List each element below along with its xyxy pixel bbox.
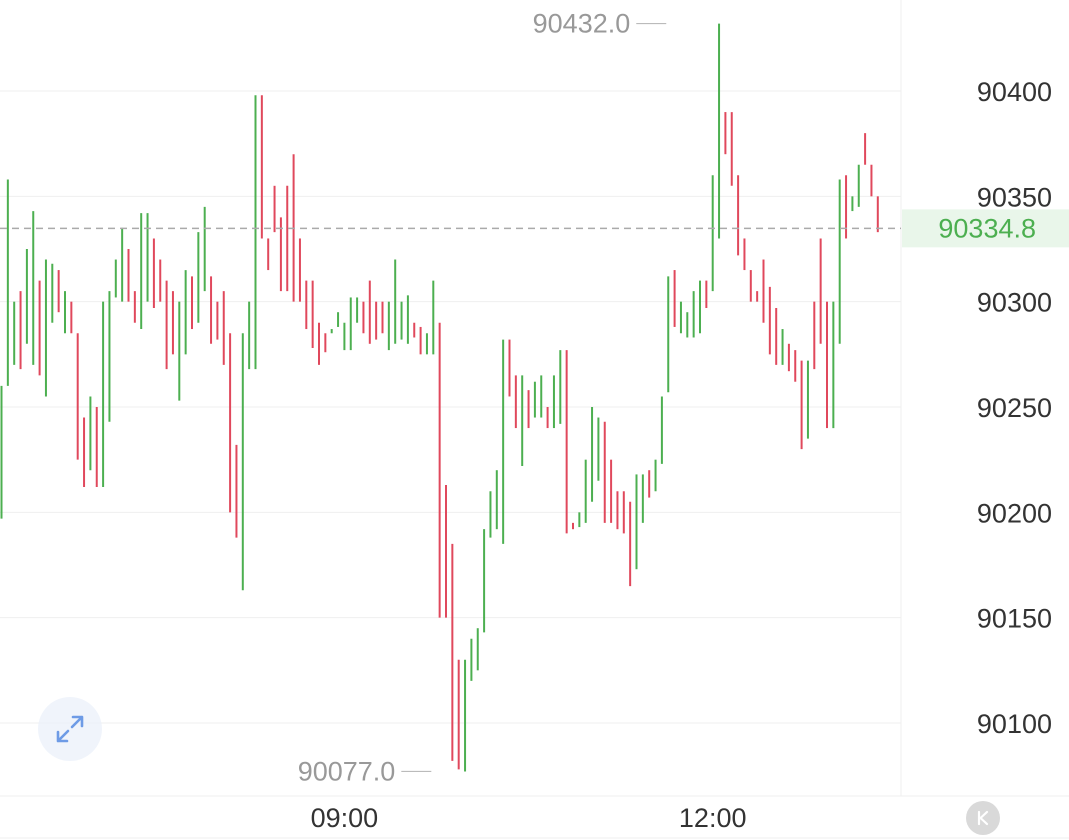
expand-button[interactable]: [38, 697, 102, 761]
y-tick-label: 90100: [977, 709, 1052, 739]
y-tick-label: 90150: [977, 604, 1052, 634]
axis-layer: 90100 90150 90200 90250 90300 90350 90400 09:00…: [311, 77, 1052, 833]
y-tick-label: 90350: [977, 182, 1052, 212]
expand-arrows-icon: [56, 715, 84, 743]
k-line-icon: [977, 810, 989, 826]
y-tick-label: 90250: [977, 393, 1052, 423]
y-tick-label: 90300: [977, 288, 1052, 318]
overlay-layer: 90334.8 90432.0 90077.0: [0, 9, 1069, 786]
max-annotation-label: 90432.0: [533, 9, 631, 39]
min-annotation-label: 90077.0: [298, 756, 396, 786]
last-price-bg: [902, 209, 1069, 248]
y-tick-label: 90400: [977, 77, 1052, 107]
k-line-button[interactable]: [966, 801, 1000, 835]
y-tick-label: 90200: [977, 498, 1052, 528]
x-tick-label: 09:00: [311, 803, 379, 833]
last-price-label: 90334.8: [938, 213, 1036, 243]
x-tick-label: 12:00: [679, 803, 747, 833]
bars-layer: [0, 23, 879, 772]
